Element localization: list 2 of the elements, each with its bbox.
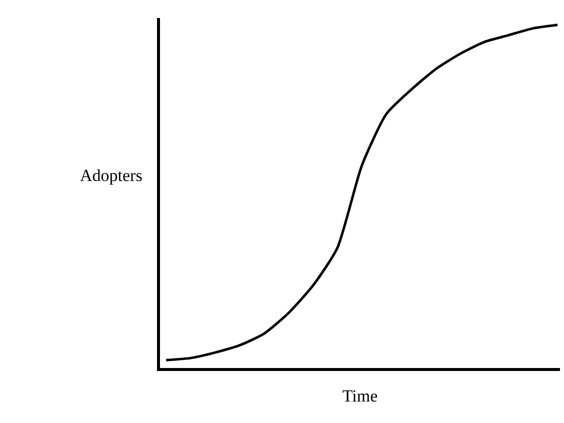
y-axis-title: Adopters	[80, 166, 142, 185]
x-axis-title: Time	[342, 386, 378, 406]
